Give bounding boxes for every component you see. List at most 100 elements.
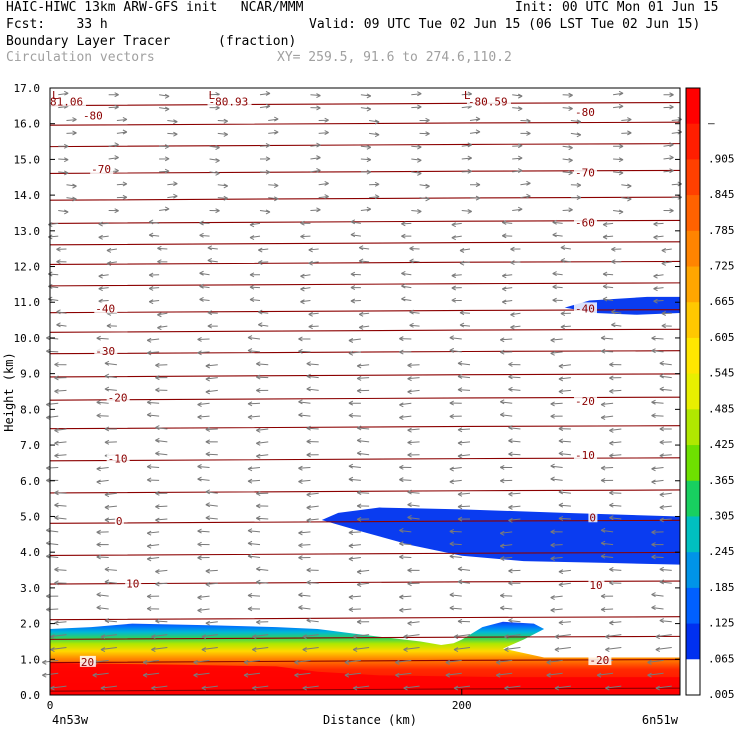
vector-arrow — [348, 530, 361, 536]
vector-arrow — [116, 117, 128, 122]
vector-arrow — [659, 618, 672, 624]
vector-arrow — [252, 634, 269, 640]
vector-arrow — [197, 464, 210, 469]
vector-arrow — [356, 425, 370, 431]
vector-arrow — [499, 464, 513, 470]
y-tick-label: 1.0 — [20, 653, 40, 666]
vector-arrow — [58, 157, 69, 163]
vector-arrow — [308, 311, 319, 317]
vector-arrow — [199, 232, 210, 238]
vector-arrow — [546, 659, 563, 665]
vector-arrow — [407, 581, 420, 587]
vector-arrow — [508, 618, 521, 623]
vector-arrow — [451, 235, 462, 241]
vector-arrow — [558, 569, 571, 575]
vector-arrow — [499, 530, 513, 536]
vector-arrow — [142, 659, 160, 665]
vector-arrow — [167, 131, 178, 137]
vector-arrow — [659, 492, 672, 498]
vector-arrow — [558, 515, 571, 521]
vector-arrow — [205, 568, 218, 574]
vector-arrow — [504, 647, 521, 652]
vector-arrow — [148, 299, 160, 305]
vector-arrow — [247, 606, 261, 612]
y-tick-label: 13.0 — [14, 225, 41, 238]
vector-arrow — [300, 286, 311, 292]
vector-arrow — [562, 157, 573, 163]
vector-arrow — [96, 554, 109, 560]
vector-arrow — [453, 685, 471, 691]
temperature-contour-line — [49, 489, 681, 494]
vector-arrow — [499, 399, 513, 405]
vector-arrow — [600, 415, 614, 421]
vector-arrow — [609, 440, 622, 446]
vector-arrow — [96, 592, 109, 598]
vector-arrow — [508, 580, 521, 586]
vector-arrow — [399, 541, 412, 547]
contour-label: 0 — [116, 515, 123, 528]
vector-arrow — [96, 542, 109, 548]
vector-arrow — [510, 324, 521, 330]
vector-arrow — [395, 659, 412, 665]
temperature-contour-line — [49, 282, 681, 287]
vector-arrow — [54, 580, 67, 586]
vector-arrow — [155, 581, 168, 587]
vector-arrow — [651, 335, 664, 341]
vector-arrow — [268, 116, 279, 122]
vector-arrow — [613, 209, 624, 215]
vector-arrow — [155, 569, 168, 575]
vector-arrow — [155, 490, 168, 496]
vector-arrow — [605, 634, 622, 640]
vector-arrow — [508, 425, 521, 431]
vector-arrow — [611, 246, 622, 252]
vector-arrow — [609, 515, 622, 521]
temperature-contour-line — [49, 260, 681, 266]
vector-arrow — [558, 451, 571, 456]
vector-arrow — [651, 592, 664, 598]
vector-arrow — [256, 579, 269, 585]
vector-arrow — [651, 413, 664, 419]
vector-arrow — [104, 360, 117, 366]
vector-arrow — [453, 647, 471, 652]
vector-arrow — [512, 93, 523, 99]
vector-arrow — [457, 566, 471, 572]
vector-arrow — [508, 451, 521, 457]
vector-arrow — [552, 232, 563, 238]
vector-arrow — [209, 208, 220, 214]
vector-arrow — [205, 515, 218, 521]
vector-arrow — [407, 362, 420, 368]
vector-arrow — [155, 375, 168, 381]
y-tick-label: 6.0 — [20, 475, 40, 488]
vector-arrow — [613, 170, 624, 176]
x-end-label-right: 6n51w — [642, 713, 679, 727]
vector-arrow — [602, 296, 614, 302]
colorbar-label: .005 — [708, 688, 735, 701]
vector-arrow — [308, 247, 319, 253]
vector-arrow — [256, 566, 269, 572]
vector-arrow — [159, 106, 170, 112]
vector-arrow — [499, 543, 513, 549]
y-tick-label: 15.0 — [14, 153, 41, 166]
vector-arrow — [605, 647, 622, 652]
vector-arrow — [306, 439, 319, 444]
vector-arrow — [100, 634, 117, 640]
vector-arrow — [459, 248, 471, 253]
vector-arrow — [508, 517, 521, 523]
vector-arrow — [621, 183, 632, 189]
colorbar-swatch — [686, 552, 700, 589]
vector-arrow — [360, 206, 372, 212]
vector-arrow — [46, 593, 59, 599]
contour-label: -40 — [575, 302, 595, 315]
vector-arrow — [558, 582, 571, 588]
colorbar-swatch — [686, 123, 700, 160]
vector-arrow — [655, 647, 672, 652]
vector-arrow — [155, 387, 168, 393]
vector-arrow — [268, 196, 279, 202]
vector-arrow — [562, 145, 573, 151]
header-title: HAIC-HIWC 13km ARW-GFS init NCAR/MMM — [6, 0, 304, 15]
vector-arrow — [609, 490, 622, 496]
vector-arrow — [419, 196, 430, 202]
colorbar-swatch — [686, 587, 700, 625]
vector-arrow — [46, 540, 59, 546]
vector-arrow — [104, 386, 117, 392]
